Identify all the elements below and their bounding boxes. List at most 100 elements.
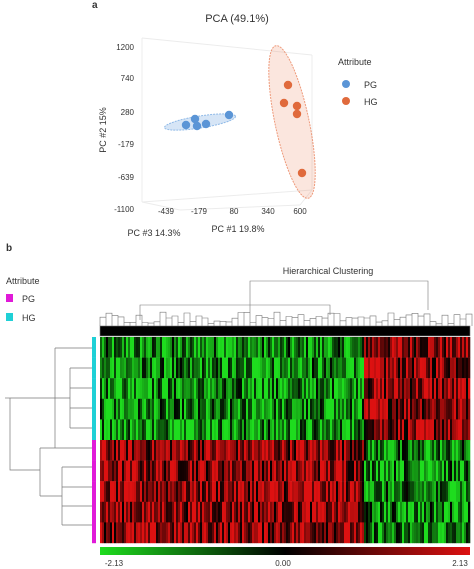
- heatmap-cell: [382, 378, 385, 399]
- heatmap-cell: [258, 440, 261, 461]
- heatmap-cell: [428, 501, 431, 523]
- heatmap-cell: [376, 378, 379, 399]
- heatmap-cell: [218, 357, 221, 379]
- heatmap-cell: [360, 337, 363, 358]
- heatmap-cell: [244, 440, 247, 461]
- heatmap-cell: [344, 501, 347, 523]
- heatmap-cell: [364, 419, 367, 441]
- heatmap-cell: [356, 337, 359, 358]
- heatmap-cell: [230, 440, 233, 461]
- heatmap-cell: [148, 460, 151, 482]
- heatmap-cell: [320, 378, 323, 399]
- heatmap-cell: [394, 460, 397, 482]
- heatmap-cell: [368, 419, 371, 441]
- heatmap-cell: [246, 378, 249, 399]
- heatmap-cell: [228, 481, 231, 502]
- heatmap-cell: [184, 398, 187, 420]
- heatmap-cell: [414, 501, 417, 523]
- heatmap-cell: [216, 460, 219, 482]
- heatmap-cell: [340, 481, 343, 502]
- heatmap-cell: [328, 481, 331, 502]
- heatmap-cell: [144, 378, 147, 399]
- heatmap-legend-label-hg: HG: [22, 313, 36, 323]
- heatmap-cell: [454, 337, 457, 358]
- heatmap-cell: [354, 522, 357, 544]
- heatmap-cell: [104, 357, 107, 379]
- heatmap-cell: [186, 481, 189, 502]
- heatmap-cell: [346, 357, 349, 379]
- heatmap-cell: [388, 398, 391, 420]
- heatmap-cell: [116, 501, 119, 523]
- heatmap-cell: [296, 501, 299, 523]
- heatmap-cell: [130, 460, 133, 482]
- heatmap-cell: [326, 357, 329, 379]
- heatmap-cell: [184, 460, 187, 482]
- heatmap-cell: [450, 398, 453, 420]
- heatmap-cell: [302, 378, 305, 399]
- heatmap-cell: [250, 419, 253, 441]
- heatmap-cell: [308, 481, 311, 502]
- heatmap-cell: [436, 378, 439, 399]
- heatmap-cell: [326, 440, 329, 461]
- heatmap-cell: [106, 357, 109, 379]
- heatmap-cell: [388, 481, 391, 502]
- heatmap-cell: [396, 460, 399, 482]
- heatmap-cell: [206, 378, 209, 399]
- heatmap-cell: [258, 481, 261, 502]
- heatmap-cell: [446, 522, 449, 544]
- heatmap-cell: [100, 460, 103, 482]
- heatmap-cell: [382, 501, 385, 523]
- heatmap-cell: [254, 398, 257, 420]
- heatmap-cell: [408, 357, 411, 379]
- heatmap-cell: [142, 398, 145, 420]
- heatmap-cell: [394, 481, 397, 502]
- heatmap-cell: [260, 419, 263, 441]
- heatmap-cell: [180, 419, 183, 441]
- heatmap-cell: [320, 337, 323, 358]
- heatmap-cell: [418, 337, 421, 358]
- heatmap-cell: [164, 337, 167, 358]
- heatmap-cell: [214, 522, 217, 544]
- heatmap-cell: [360, 378, 363, 399]
- heatmap-cell: [456, 501, 459, 523]
- heatmap-cell: [108, 398, 111, 420]
- heatmap-cell: [408, 440, 411, 461]
- heatmap-cell: [212, 481, 215, 502]
- heatmap-cell: [304, 337, 307, 358]
- heatmap-cell: [204, 398, 207, 420]
- heatmap-cell: [272, 357, 275, 379]
- heatmap-cell: [262, 522, 265, 544]
- heatmap-cell: [228, 398, 231, 420]
- heatmap-cell: [158, 378, 161, 399]
- heatmap-cell: [316, 398, 319, 420]
- heatmap-cell: [130, 337, 133, 358]
- heatmap-cell: [234, 337, 237, 358]
- heatmap-cell: [428, 440, 431, 461]
- heatmap-cell: [442, 522, 445, 544]
- heatmap-cell: [460, 481, 463, 502]
- heatmap-cell: [390, 398, 393, 420]
- heatmap-cell: [256, 460, 259, 482]
- heatmap-cell: [246, 501, 249, 523]
- heatmap-cell: [362, 419, 365, 441]
- heatmap-cell: [226, 460, 229, 482]
- heatmap-cell: [264, 419, 267, 441]
- heatmap-cell: [310, 419, 313, 441]
- heatmap-cell: [298, 522, 301, 544]
- heatmap-cell: [414, 460, 417, 482]
- heatmap-cell: [452, 501, 455, 523]
- heatmap-legend-label-pg: PG: [22, 294, 35, 304]
- heatmap-cell: [418, 440, 421, 461]
- heatmap-cell: [392, 419, 395, 441]
- heatmap-cell: [438, 419, 441, 441]
- heatmap-cell: [116, 460, 119, 482]
- heatmap-cell: [248, 398, 251, 420]
- heatmap-cell: [156, 522, 159, 544]
- heatmap-cell: [276, 378, 279, 399]
- heatmap-cell: [296, 460, 299, 482]
- heatmap-cell: [328, 501, 331, 523]
- heatmap-cell: [468, 357, 471, 379]
- heatmap-cell: [394, 337, 397, 358]
- heatmap-cell: [422, 522, 425, 544]
- heatmap-cell: [148, 398, 151, 420]
